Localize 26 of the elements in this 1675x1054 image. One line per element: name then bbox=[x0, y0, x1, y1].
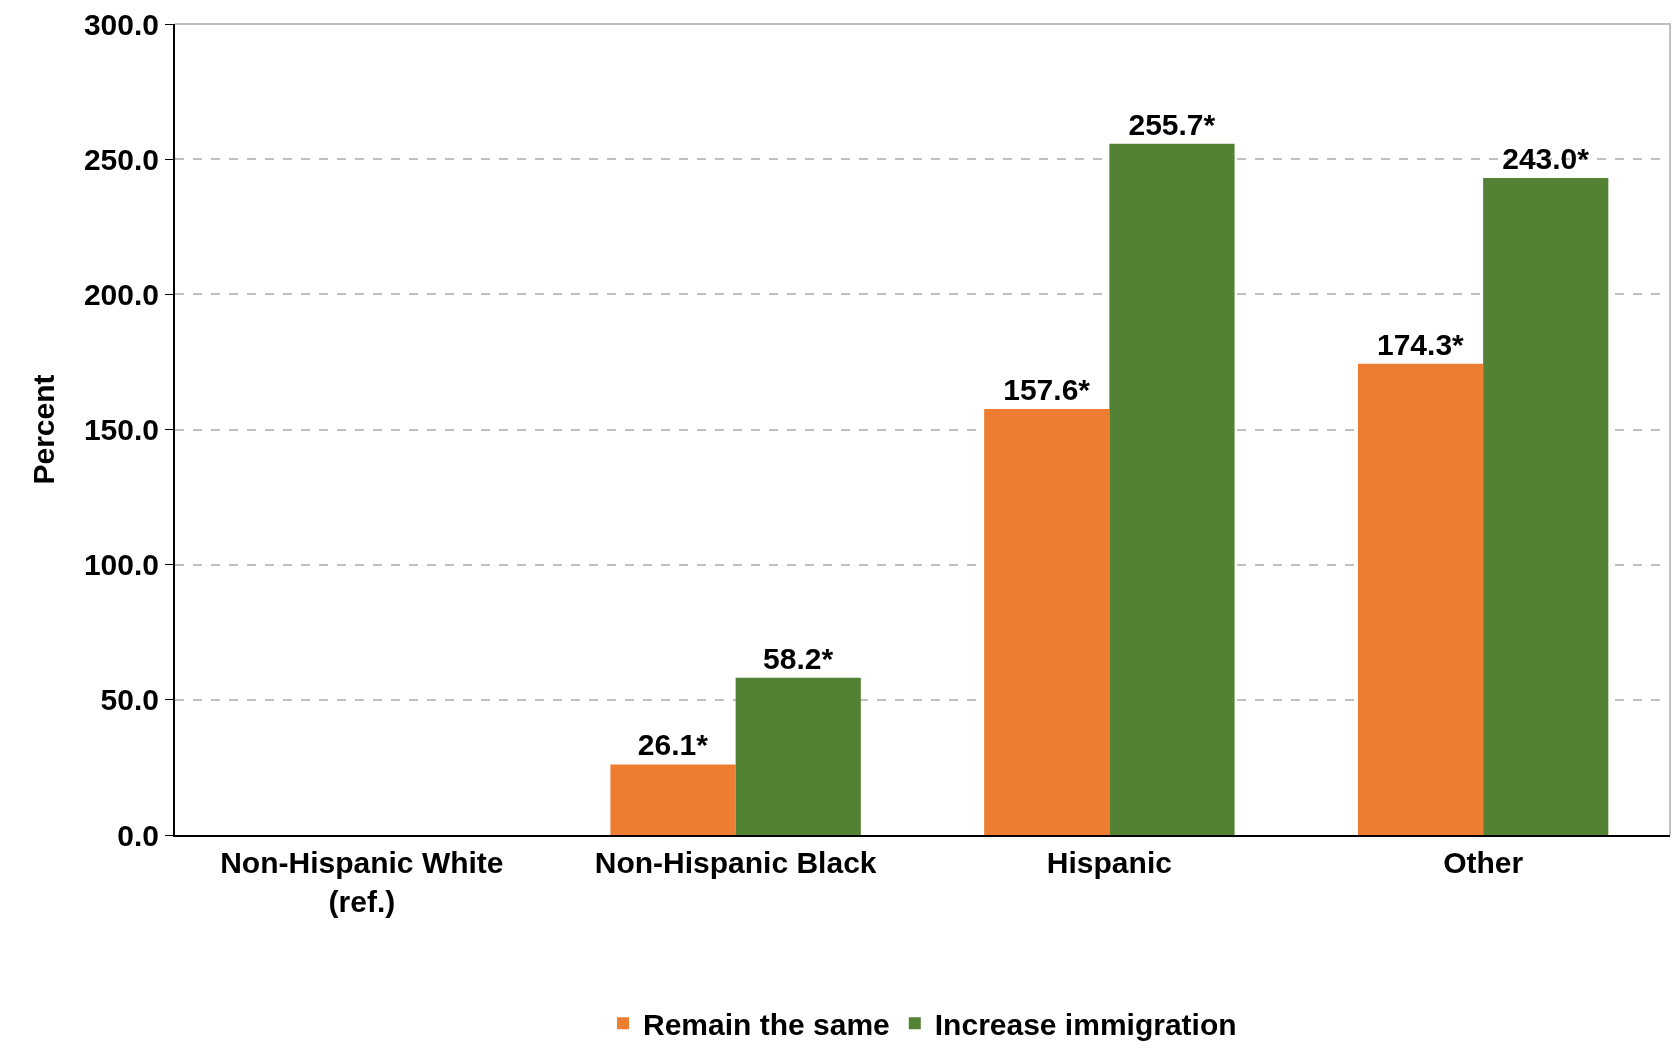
bar bbox=[610, 764, 736, 835]
x-tick-label: Non-Hispanic Black bbox=[594, 846, 877, 879]
y-axis-title: Percent bbox=[27, 374, 61, 485]
data-label: 26.1* bbox=[637, 728, 709, 762]
y-tick-label: 150.0 bbox=[83, 413, 159, 446]
x-tick-label: Non-Hispanic White (ref.) bbox=[220, 846, 504, 918]
y-tick-label: 50.0 bbox=[100, 683, 159, 717]
bar bbox=[1109, 143, 1235, 835]
y-tick-label: 300.0 bbox=[83, 7, 159, 41]
y-tick-label: 200.0 bbox=[83, 277, 159, 311]
x-tick-label: Hispanic bbox=[1046, 846, 1172, 879]
bar bbox=[984, 408, 1110, 835]
bar bbox=[735, 677, 861, 835]
data-label: 157.6* bbox=[1003, 372, 1091, 406]
data-label: 174.3* bbox=[1376, 327, 1465, 361]
data-label: 255.7* bbox=[1128, 107, 1216, 141]
y-tick-label: 100.0 bbox=[83, 548, 159, 582]
legend-label: Increase immigration bbox=[934, 1007, 1237, 1041]
data-label: 243.0* bbox=[1502, 142, 1590, 176]
y-tick-label: 250.0 bbox=[83, 142, 159, 176]
bar bbox=[1357, 363, 1484, 835]
y-tick-label: 0.0 bbox=[117, 818, 159, 852]
data-label: 58.2* bbox=[763, 641, 834, 675]
x-tick-label: Other bbox=[1443, 846, 1524, 879]
bar bbox=[1483, 178, 1609, 835]
legend-label: Remain the same bbox=[643, 1007, 890, 1041]
